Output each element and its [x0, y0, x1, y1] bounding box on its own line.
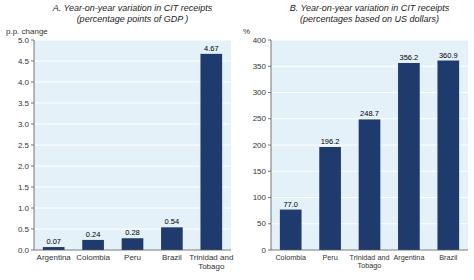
y-tick [268, 223, 271, 224]
y-tick [268, 171, 271, 172]
data-label: 4.67 [204, 44, 219, 53]
bar [319, 147, 341, 250]
bar [280, 210, 302, 250]
data-label: 0.24 [86, 230, 101, 239]
bars [43, 54, 222, 250]
bar [82, 240, 104, 250]
y-tick-label: 2.5 [18, 141, 30, 150]
data-label: 356.2 [400, 53, 419, 62]
bar [43, 247, 65, 250]
y-tick [31, 229, 34, 230]
bar [437, 61, 459, 250]
bar [398, 63, 420, 250]
y-tick [31, 250, 34, 251]
panel: 0.0 0.5 1.0 1.5 2.0 2.5 3.0 3.5 4.0 4.5 5.0 0.07 0.2… [6, 3, 233, 271]
panel: 0 50 100 150 200 250 300 350 400 77.0 196.2 248.7 35… [243, 3, 468, 270]
y-tick-label: 4.5 [18, 57, 30, 66]
y-tick [268, 92, 271, 93]
y-tick [268, 40, 271, 41]
y-tick [268, 250, 271, 251]
y-tick-label: 3.0 [18, 120, 30, 129]
x-axis-line [34, 250, 231, 251]
data-label: 248.7 [360, 109, 379, 118]
y-tick [268, 145, 271, 146]
bar [200, 54, 222, 250]
bar [359, 119, 381, 250]
data-label: 0.28 [125, 228, 140, 237]
y-axis-label: % [243, 27, 250, 36]
y-tick [31, 166, 34, 167]
grid-line [271, 250, 468, 251]
bar [161, 227, 183, 250]
y-tick-label: 400 [253, 36, 267, 45]
title: A. Year-on-year variation in CIT receipt… [52, 3, 213, 13]
y-tick [31, 208, 34, 209]
y-tick [31, 124, 34, 125]
x-tick-label: Colombia [76, 253, 110, 262]
grid-line [34, 40, 231, 41]
y-tick [31, 145, 34, 146]
y-tick [31, 187, 34, 188]
y-axis-line [34, 40, 35, 250]
x-tick-label: Trinidad andTobago [189, 253, 233, 271]
y-tick [31, 61, 34, 62]
y-tick [31, 103, 34, 104]
y-axis-label: p.p. change [6, 27, 48, 36]
y-tick-label: 0.5 [18, 225, 30, 234]
x-tick-label: Peru [124, 253, 141, 262]
y-tick-label: 4.0 [18, 78, 30, 87]
bars [280, 61, 459, 250]
x-tick-label: Argentina [393, 253, 425, 262]
x-tick-label: Argentina [37, 253, 72, 262]
x-tick-label: Trinidad andTobago [349, 253, 389, 270]
x-tick-label: Brazil [162, 253, 182, 262]
x-tick-label: Brazil [439, 253, 458, 262]
y-tick [31, 40, 34, 41]
grid-line [34, 250, 231, 251]
y-tick-label: 2.0 [18, 162, 30, 171]
y-tick-label: 250 [253, 114, 267, 123]
grid-line [271, 40, 468, 41]
y-tick [268, 197, 271, 198]
y-tick-label: 50 [257, 219, 266, 228]
y-tick [31, 82, 34, 83]
y-tick-label: 5.0 [18, 36, 30, 45]
y-tick [268, 118, 271, 119]
y-tick [268, 66, 271, 67]
bar [122, 238, 144, 250]
data-label: 77.0 [283, 200, 298, 209]
y-tick-label: 100 [253, 193, 267, 202]
y-tick-label: 1.5 [18, 183, 30, 192]
data-label: 360.9 [439, 51, 458, 60]
y-tick-label: 300 [253, 88, 267, 97]
x-axis-line [271, 250, 468, 251]
plot-background [271, 40, 468, 250]
y-tick-label: 200 [253, 141, 267, 150]
subtitle: (percentage points of GDP ) [77, 14, 189, 24]
y-axis-line [271, 40, 272, 250]
x-tick-label: Colombia [275, 253, 307, 262]
chart-root: 0.0 0.5 1.0 1.5 2.0 2.5 3.0 3.5 4.0 4.5 5.0 0.07 0.2… [0, 0, 474, 280]
title: B. Year-on-year variation in CIT receipt… [290, 3, 450, 13]
y-tick-label: 3.5 [18, 99, 30, 108]
plot-background [34, 40, 231, 250]
y-tick-label: 150 [253, 167, 267, 176]
data-label: 0.07 [46, 237, 61, 246]
y-tick-label: 350 [253, 62, 267, 71]
x-tick-label: Peru [322, 253, 337, 262]
y-tick-label: 0.0 [18, 246, 30, 255]
y-tick-label: 1.0 [18, 204, 30, 213]
y-tick-label: 0 [262, 246, 267, 255]
data-label: 0.54 [165, 217, 180, 226]
subtitle: (percentages based on US dollars) [300, 14, 439, 24]
data-label: 196.2 [321, 137, 340, 146]
